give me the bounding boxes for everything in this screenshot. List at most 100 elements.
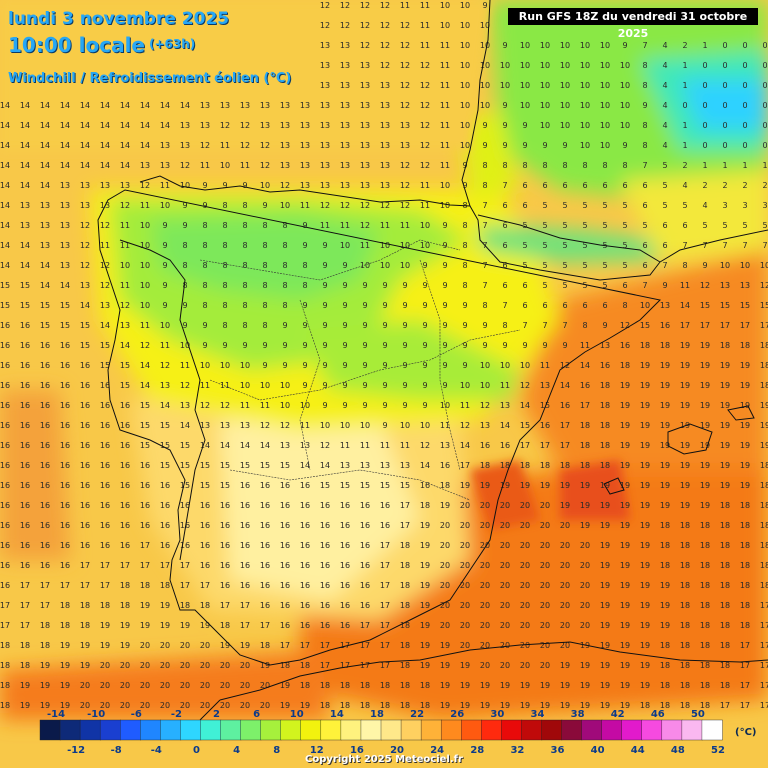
grid-value: 14 bbox=[0, 221, 10, 230]
grid-value: 12 bbox=[420, 101, 430, 110]
grid-value: 15 bbox=[380, 481, 390, 490]
grid-value: 20 bbox=[500, 641, 510, 650]
grid-value: 10 bbox=[520, 41, 530, 50]
legend-top-label: 26 bbox=[450, 709, 464, 720]
grid-value: 0 bbox=[762, 81, 767, 90]
grid-value: 18 bbox=[680, 661, 690, 670]
grid-value: 15 bbox=[20, 301, 30, 310]
grid-value: 11 bbox=[140, 201, 150, 210]
grid-value: 12 bbox=[620, 321, 630, 330]
grid-value: 10 bbox=[260, 181, 270, 190]
grid-value: 17 bbox=[720, 701, 730, 710]
grid-value: 16 bbox=[40, 481, 50, 490]
grid-value: 10 bbox=[360, 421, 370, 430]
grid-value: 5 bbox=[582, 241, 587, 250]
grid-value: 10 bbox=[360, 261, 370, 270]
grid-value: 9 bbox=[442, 321, 447, 330]
grid-value: 14 bbox=[40, 181, 50, 190]
grid-value: 10 bbox=[480, 101, 490, 110]
grid-value: 19 bbox=[160, 621, 170, 630]
grid-value: 14 bbox=[40, 121, 50, 130]
grid-value: 19 bbox=[120, 641, 130, 650]
grid-value: 13 bbox=[120, 321, 130, 330]
grid-value: 14 bbox=[0, 101, 10, 110]
grid-value: 16 bbox=[20, 321, 30, 330]
grid-value: 10 bbox=[160, 321, 170, 330]
grid-value: 14 bbox=[240, 441, 250, 450]
grid-value: 19 bbox=[440, 701, 450, 710]
grid-value: 8 bbox=[522, 161, 527, 170]
grid-value: 8 bbox=[262, 321, 267, 330]
grid-value: 13 bbox=[300, 441, 310, 450]
grid-value: 17 bbox=[20, 601, 30, 610]
grid-value: 10 bbox=[600, 81, 610, 90]
grid-value: 15 bbox=[160, 461, 170, 470]
grid-value: 18 bbox=[620, 361, 630, 370]
grid-value: 9 bbox=[442, 241, 447, 250]
grid-value: 14 bbox=[120, 161, 130, 170]
grid-value: 5 bbox=[702, 221, 707, 230]
grid-value: 9 bbox=[482, 341, 487, 350]
grid-value: 6 bbox=[562, 301, 567, 310]
grid-value: 10 bbox=[580, 61, 590, 70]
region-border-5 bbox=[419, 259, 461, 471]
grid-value: 12 bbox=[280, 421, 290, 430]
grid-value: 10 bbox=[140, 241, 150, 250]
grid-value: 17 bbox=[40, 581, 50, 590]
grid-value: 14 bbox=[500, 421, 510, 430]
grid-value: 19 bbox=[40, 681, 50, 690]
grid-value: 16 bbox=[140, 501, 150, 510]
grid-value: 7 bbox=[762, 241, 767, 250]
grid-value: 9 bbox=[322, 261, 327, 270]
grid-value: 5 bbox=[522, 241, 527, 250]
grid-value: 16 bbox=[0, 361, 10, 370]
grid-value: 1 bbox=[682, 61, 687, 70]
grid-value: 18 bbox=[680, 581, 690, 590]
grid-value: 16 bbox=[60, 441, 70, 450]
grid-value: 6 bbox=[562, 181, 567, 190]
grid-value: 9 bbox=[402, 401, 407, 410]
legend-swatch bbox=[641, 719, 663, 741]
grid-value: 13 bbox=[240, 421, 250, 430]
grid-value: 11 bbox=[400, 1, 410, 10]
grid-value: 17 bbox=[380, 581, 390, 590]
grid-value: 20 bbox=[220, 681, 230, 690]
grid-value: 14 bbox=[140, 101, 150, 110]
grid-value: 17 bbox=[760, 661, 768, 670]
grid-value: 17 bbox=[520, 441, 530, 450]
grid-value: 10 bbox=[400, 241, 410, 250]
grid-value: 17 bbox=[740, 701, 750, 710]
grid-value: 10 bbox=[640, 301, 650, 310]
grid-value: 11 bbox=[440, 121, 450, 130]
grid-value: 12 bbox=[400, 21, 410, 30]
grid-value: 20 bbox=[540, 581, 550, 590]
grid-value: 16 bbox=[120, 421, 130, 430]
grid-value: 11 bbox=[460, 401, 470, 410]
grid-value: 18 bbox=[400, 561, 410, 570]
grid-value: 13 bbox=[280, 141, 290, 150]
grid-value: 16 bbox=[200, 541, 210, 550]
grid-value: 8 bbox=[562, 161, 567, 170]
grid-value: 10 bbox=[520, 101, 530, 110]
grid-value: 16 bbox=[580, 381, 590, 390]
grid-value: 19 bbox=[580, 521, 590, 530]
grid-value: 9 bbox=[162, 241, 167, 250]
grid-value: 18 bbox=[420, 501, 430, 510]
grid-value: 13 bbox=[280, 121, 290, 130]
grid-value: 8 bbox=[282, 221, 287, 230]
grid-value: 14 bbox=[160, 121, 170, 130]
grid-value: 19 bbox=[520, 481, 530, 490]
grid-value: 18 bbox=[360, 701, 370, 710]
legend-bottom-label: 0 bbox=[193, 745, 200, 756]
grid-value: 20 bbox=[220, 661, 230, 670]
grid-value: 10 bbox=[520, 361, 530, 370]
grid-value: 8 bbox=[222, 241, 227, 250]
grid-value: 13 bbox=[340, 101, 350, 110]
grid-value: 12 bbox=[320, 1, 330, 10]
grid-value: 1 bbox=[722, 161, 727, 170]
grid-value: 0 bbox=[762, 101, 767, 110]
grid-value: 17 bbox=[320, 641, 330, 650]
grid-value: 20 bbox=[580, 581, 590, 590]
grid-value: 5 bbox=[522, 221, 527, 230]
legend-swatch bbox=[621, 719, 643, 741]
